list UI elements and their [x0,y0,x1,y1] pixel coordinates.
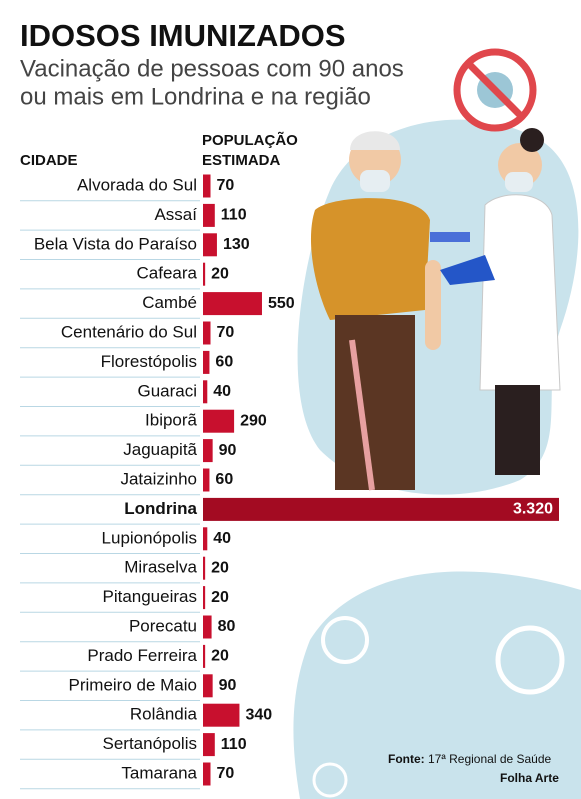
value-header: POPULAÇÃO [202,131,298,149]
bar [203,262,206,286]
value-label: 70 [217,177,235,194]
category-label: Centenário do Sul [61,322,197,341]
source-text: 17ª Regional de Saúde [428,752,552,766]
bar [203,703,240,727]
bar [203,615,212,639]
bar [203,674,213,698]
value-label: 70 [217,324,235,341]
value-label: 130 [223,236,250,253]
category-label: Lupionópolis [102,528,197,547]
credit: Folha Arte [500,771,559,785]
bar [203,439,213,463]
value-label: 110 [221,736,247,753]
category-header: CIDADE [20,152,78,169]
category-label: Primeiro de Maio [69,675,198,694]
illustration [293,48,581,799]
chart-title: IDOSOS IMUNIZADOS [20,18,346,53]
bar [203,586,206,610]
category-label: Jataizinho [120,469,197,488]
category-label: Cambé [142,293,197,312]
value-label: 340 [245,706,272,723]
category-label: Pitangueiras [102,587,197,606]
category-label: Rolândia [130,705,198,724]
chart-subtitle: Vacinação de pessoas com 90 anos [20,55,404,82]
bar [203,733,215,757]
value-header: ESTIMADA [202,152,281,169]
category-label: Miraselva [124,558,197,577]
value-label: 20 [211,559,229,576]
value-label: 80 [218,618,236,635]
category-label: Guaraci [137,381,197,400]
category-label: Porecatu [129,616,197,635]
category-label: Florestópolis [101,352,197,371]
bar [203,468,210,492]
bar [203,556,206,580]
bar [203,174,211,198]
bar [203,527,208,551]
category-label: Ibiporã [145,411,198,430]
value-label: 550 [268,295,295,312]
bar [203,380,208,404]
value-label: 40 [213,530,231,547]
category-label: Alvorada do Sul [77,175,197,194]
value-label: 90 [219,677,237,694]
source: Fonte: 17ª Regional de Saúde [388,752,552,766]
bar [203,497,559,521]
bar [203,321,211,345]
value-label: 70 [217,765,235,782]
value-label: 20 [211,648,229,665]
chart-subtitle: ou mais em Londrina e na região [20,83,371,110]
bar [203,350,210,374]
value-label: 60 [215,354,233,371]
category-label: Prado Ferreira [87,646,197,665]
category-label: Bela Vista do Paraíso [34,234,197,253]
category-label: Assaí [154,205,197,224]
bar [203,233,217,257]
bar [203,292,262,316]
value-label: 20 [211,589,229,606]
value-label: 90 [219,442,237,459]
value-label: 40 [213,383,231,400]
bar [203,644,206,668]
bar [203,203,215,227]
category-label: Cafeara [137,264,198,283]
value-label: 20 [211,265,229,282]
source-label: Fonte: [388,752,425,766]
bar [203,762,211,786]
category-label: Tamarana [121,763,197,782]
value-label: 3.320 [513,501,553,518]
value-label: 110 [221,207,247,224]
category-label: Londrina [124,499,197,518]
value-label: 290 [240,412,267,429]
category-label: Sertanópolis [102,734,197,753]
category-label: Jaguapitã [123,440,197,459]
value-label: 60 [215,471,233,488]
bar [203,409,235,433]
